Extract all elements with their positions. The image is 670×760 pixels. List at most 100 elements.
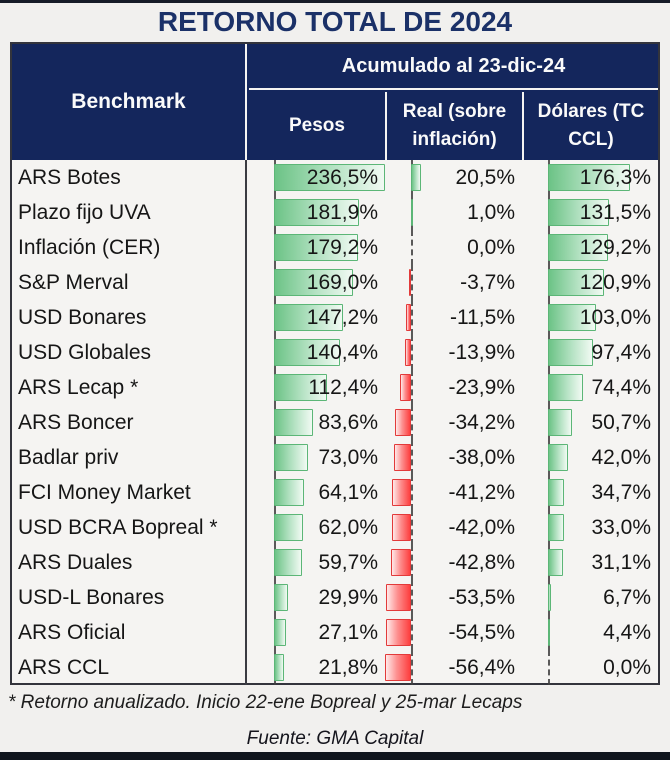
negative-data-bar bbox=[395, 409, 412, 436]
table-row: USD-L Bonares 29,9% -53,5% 6,7% bbox=[12, 580, 658, 615]
positive-data-bar bbox=[273, 269, 354, 296]
header-col-pesos: Pesos bbox=[289, 115, 345, 137]
positive-data-bar bbox=[411, 164, 421, 191]
table-body: ARS Botes 236,5% 20,5% 176,3% Plazo fijo UVA… bbox=[12, 160, 658, 685]
value-label-real: -3,7% bbox=[460, 271, 515, 294]
table-row: S&P Merval 169,0% -3,7% 120,9% bbox=[12, 265, 658, 300]
value-label-dolares: 50,7% bbox=[591, 411, 651, 434]
positive-data-bar bbox=[548, 374, 583, 401]
top-border-rule bbox=[0, 0, 670, 3]
returns-table: Benchmark Acumulado al 23-dic-24 Pesos R… bbox=[10, 42, 660, 685]
value-cell-real: 20,5% bbox=[385, 160, 522, 195]
value-cell-real: -38,0% bbox=[385, 440, 522, 475]
value-label-real: -11,5% bbox=[450, 306, 515, 329]
positive-data-bar bbox=[548, 234, 609, 261]
header-col-real: Real (sobre inflación) bbox=[385, 92, 522, 160]
positive-data-bar bbox=[548, 304, 596, 331]
positive-data-bar bbox=[273, 374, 327, 401]
value-label-pesos: 64,1% bbox=[318, 481, 378, 504]
value-cell-dolares: 0,0% bbox=[522, 650, 658, 685]
positive-data-bar bbox=[548, 199, 610, 226]
value-label-pesos: 29,9% bbox=[318, 586, 378, 609]
value-label-real: -42,0% bbox=[448, 516, 515, 539]
value-cell-dolares: 6,7% bbox=[522, 580, 658, 615]
positive-data-bar bbox=[548, 444, 568, 471]
value-label-dolares: 33,0% bbox=[591, 516, 651, 539]
value-cell-dolares: 33,0% bbox=[522, 510, 658, 545]
negative-data-bar bbox=[400, 374, 412, 401]
table-row: Plazo fijo UVA 181,9% 1,0% 131,5% bbox=[12, 195, 658, 230]
value-cell-pesos: 169,0% bbox=[247, 265, 385, 300]
value-label-dolares: 34,7% bbox=[591, 481, 651, 504]
value-label-dolares: 42,0% bbox=[591, 446, 651, 469]
benchmark-label: ARS Botes bbox=[12, 160, 247, 195]
benchmark-label: ARS Boncer bbox=[12, 405, 247, 440]
positive-data-bar bbox=[273, 584, 288, 611]
value-label-dolares: 31,1% bbox=[591, 551, 651, 574]
positive-data-bar bbox=[548, 619, 551, 646]
value-cell-pesos: 62,0% bbox=[247, 510, 385, 545]
positive-data-bar bbox=[273, 479, 304, 506]
benchmark-label: USD Bonares bbox=[12, 300, 247, 335]
value-cell-real: -34,2% bbox=[385, 405, 522, 440]
value-label-pesos: 27,1% bbox=[318, 621, 378, 644]
value-cell-pesos: 73,0% bbox=[247, 440, 385, 475]
value-label-dolares: 103,0% bbox=[579, 306, 651, 329]
benchmark-label: ARS Oficial bbox=[12, 615, 247, 650]
positive-data-bar bbox=[548, 269, 605, 296]
value-label-dolares: 120,9% bbox=[579, 271, 651, 294]
value-label-pesos: 179,2% bbox=[306, 236, 378, 259]
value-cell-dolares: 176,3% bbox=[522, 160, 658, 195]
value-label-pesos: 73,0% bbox=[318, 446, 378, 469]
positive-data-bar bbox=[548, 164, 631, 191]
value-label-real: -13,9% bbox=[448, 341, 515, 364]
value-cell-dolares: 103,0% bbox=[522, 300, 658, 335]
value-cell-dolares: 34,7% bbox=[522, 475, 658, 510]
header-group-acumulado: Acumulado al 23-dic-24 bbox=[249, 44, 658, 90]
value-cell-pesos: 147,2% bbox=[247, 300, 385, 335]
value-label-pesos: 169,0% bbox=[306, 271, 378, 294]
value-label-real: -42,8% bbox=[448, 551, 515, 574]
table-header: Benchmark Acumulado al 23-dic-24 Pesos R… bbox=[12, 44, 658, 160]
negative-data-bar bbox=[406, 304, 412, 331]
value-cell-dolares: 120,9% bbox=[522, 265, 658, 300]
value-label-pesos: 112,4% bbox=[308, 376, 378, 399]
benchmark-label: S&P Merval bbox=[12, 265, 247, 300]
negative-data-bar bbox=[385, 619, 412, 646]
value-cell-real: -53,5% bbox=[385, 580, 522, 615]
table-row: Inflación (CER) 179,2% 0,0% 129,2% bbox=[12, 230, 658, 265]
benchmark-label: Inflación (CER) bbox=[12, 230, 247, 265]
table-row: ARS CCL 21,8% -56,4% 0,0% bbox=[12, 650, 658, 685]
positive-data-bar bbox=[411, 199, 414, 226]
positive-data-bar bbox=[548, 549, 563, 576]
table-row: ARS Boncer 83,6% -34,2% 50,7% bbox=[12, 405, 658, 440]
value-cell-real: -23,9% bbox=[385, 370, 522, 405]
positive-data-bar bbox=[273, 339, 340, 366]
value-label-dolares: 6,7% bbox=[603, 586, 651, 609]
table-row: FCI Money Market 64,1% -41,2% 34,7% bbox=[12, 475, 658, 510]
positive-data-bar bbox=[273, 549, 302, 576]
value-label-pesos: 181,9% bbox=[306, 201, 378, 224]
benchmark-label: Plazo fijo UVA bbox=[12, 195, 247, 230]
negative-data-bar bbox=[391, 549, 412, 576]
value-cell-pesos: 27,1% bbox=[247, 615, 385, 650]
value-cell-real: 1,0% bbox=[385, 195, 522, 230]
value-label-real: 1,0% bbox=[467, 201, 515, 224]
negative-data-bar bbox=[409, 269, 412, 296]
value-cell-dolares: 74,4% bbox=[522, 370, 658, 405]
value-label-dolares: 97,4% bbox=[591, 341, 651, 364]
value-label-dolares: 0,0% bbox=[603, 656, 651, 679]
positive-data-bar bbox=[273, 514, 303, 541]
value-label-dolares: 176,3% bbox=[579, 166, 651, 189]
value-cell-dolares: 50,7% bbox=[522, 405, 658, 440]
negative-data-bar bbox=[392, 479, 412, 506]
value-cell-pesos: 21,8% bbox=[247, 650, 385, 685]
page-title: RETORNO TOTAL DE 2024 bbox=[157, 6, 513, 37]
benchmark-label: USD-L Bonares bbox=[12, 580, 247, 615]
value-cell-real: -13,9% bbox=[385, 335, 522, 370]
table-row: ARS Botes 236,5% 20,5% 176,3% bbox=[12, 160, 658, 195]
value-label-real: -41,2% bbox=[448, 481, 515, 504]
value-label-real: -56,4% bbox=[448, 656, 515, 679]
footnote: * Retorno anualizado. Inicio 22-ene Bopr… bbox=[8, 692, 523, 713]
value-label-real: -38,0% bbox=[448, 446, 515, 469]
